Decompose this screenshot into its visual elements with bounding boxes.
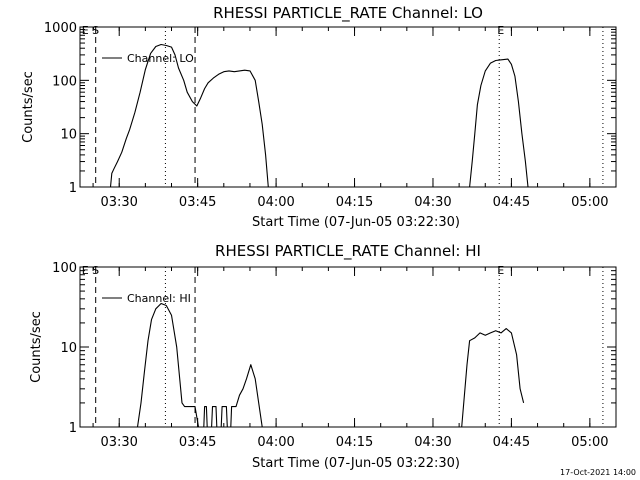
event-marker-label: E S (82, 24, 99, 37)
x-tick-label: 04:30 (414, 435, 451, 450)
plot-frame (79, 26, 617, 188)
event-marker-label: E (497, 264, 504, 277)
x-axis-label: Start Time (07-Jun-05 03:22:30) (252, 215, 460, 230)
x-tick-label: 04:30 (414, 195, 451, 210)
y-tick-label: 100 (52, 261, 77, 276)
y-tick-label: 1 (69, 421, 77, 436)
x-tick-label: 05:00 (571, 195, 608, 210)
x-axis-label: Start Time (07-Jun-05 03:22:30) (252, 456, 460, 471)
x-tick-label: 05:00 (571, 435, 608, 450)
x-tick-label: 03:30 (100, 195, 137, 210)
y-tick-label: 1 (69, 181, 77, 196)
plot-frame (79, 266, 617, 428)
x-tick-label: 03:45 (179, 195, 216, 210)
chart-title: RHESSI PARTICLE_RATE Channel: LO (213, 4, 483, 23)
x-tick-label: 04:45 (493, 195, 530, 210)
x-tick-label: 04:15 (336, 435, 373, 450)
y-axis-label: Counts/sec (21, 71, 36, 143)
y-tick-label: 100 (52, 74, 77, 89)
x-tick-label: 04:15 (336, 195, 373, 210)
event-marker-label: E S (82, 264, 99, 277)
series-line-segment (469, 58, 529, 188)
series-line-segment (461, 328, 525, 428)
x-tick-label: 04:45 (493, 435, 530, 450)
series-line-segment (109, 43, 269, 188)
chart-title: RHESSI PARTICLE_RATE Channel: HI (215, 242, 481, 261)
footer-timestamp: 17-Oct-2021 14:00 (560, 468, 636, 477)
legend-label: Channel: HI (127, 292, 191, 305)
series-line-segment (203, 364, 263, 428)
x-tick-label: 03:30 (100, 435, 137, 450)
x-tick-label: 04:00 (257, 195, 294, 210)
x-tick-label: 04:00 (257, 435, 294, 450)
y-tick-label: 1000 (44, 21, 77, 36)
lo-channel-panel: RHESSI PARTICLE_RATE Channel: LO 1 10 100 10… (21, 4, 617, 230)
x-tick-label: 03:45 (179, 435, 216, 450)
y-tick-label: 10 (60, 128, 77, 143)
legend-label: Channel: LO (127, 52, 194, 65)
y-tick-label: 10 (60, 341, 77, 356)
series-line-segment (136, 302, 200, 428)
y-axis-label: Counts/sec (29, 311, 44, 383)
hi-channel-panel: RHESSI PARTICLE_RATE Channel: HI 1 10 100 03… (29, 242, 617, 471)
event-marker-label: E (497, 24, 504, 37)
